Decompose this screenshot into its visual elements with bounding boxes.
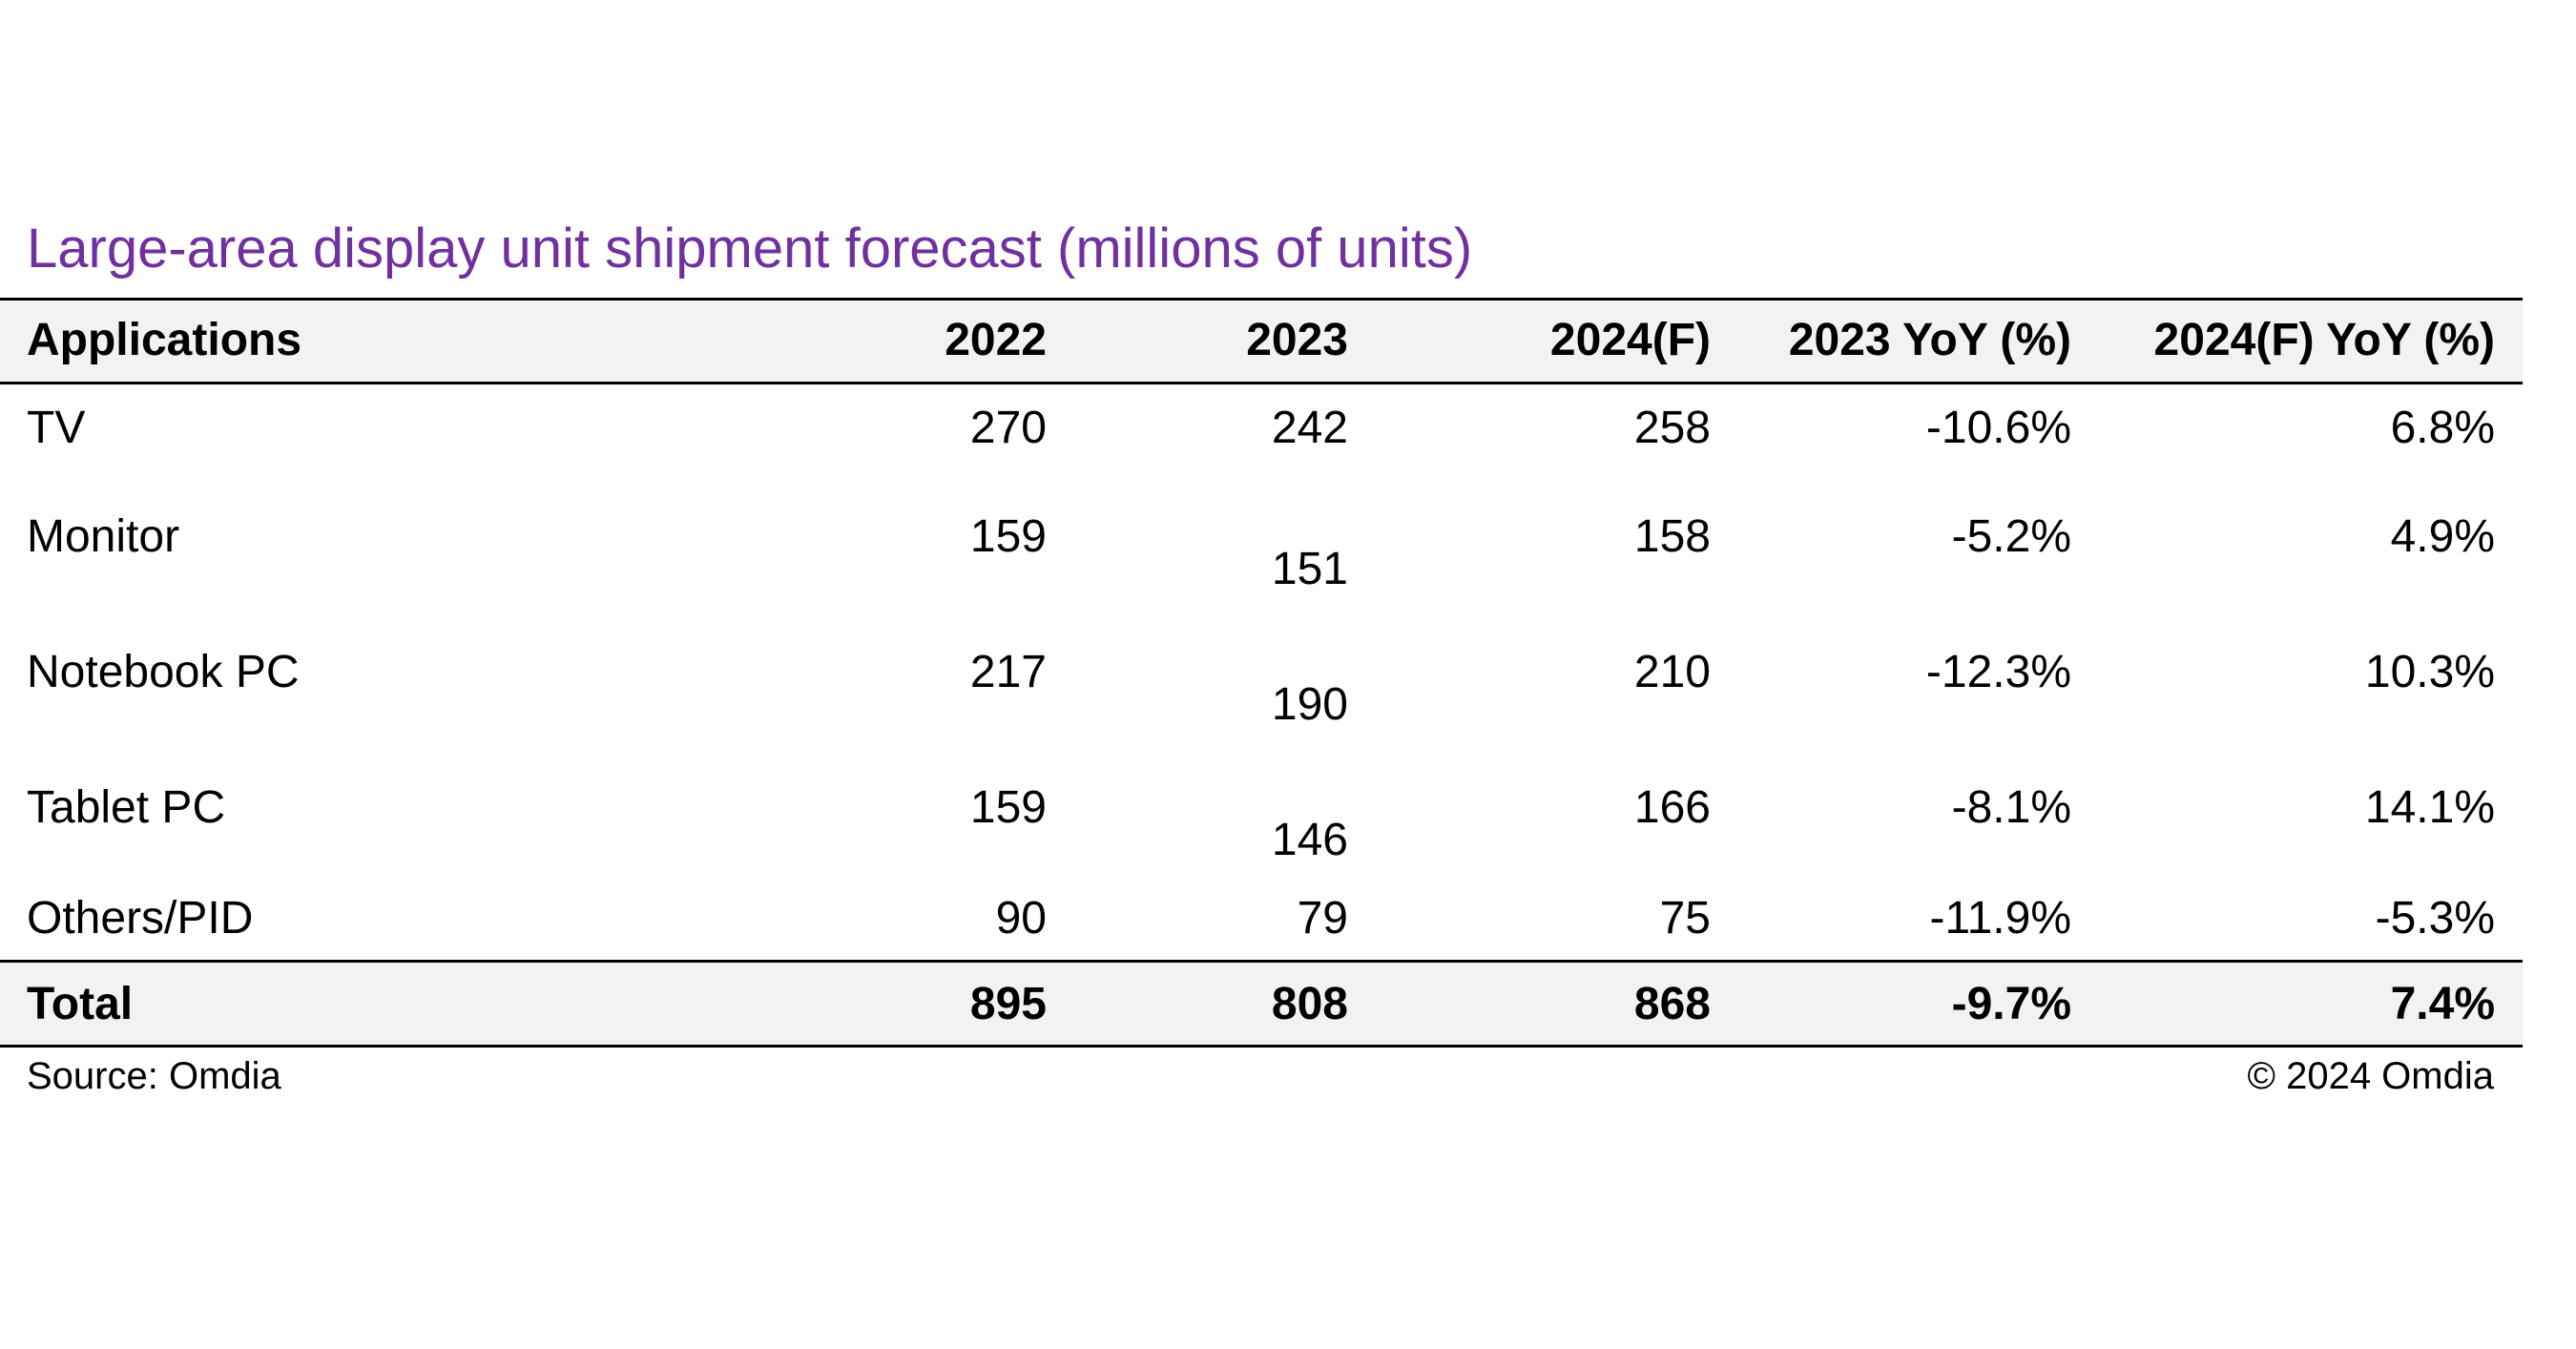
table-cell: 146 xyxy=(1271,815,1348,865)
header-band xyxy=(0,299,2523,383)
table-cell: 2024(F) YoY (%) xyxy=(2153,315,2495,365)
table-cell: 242 xyxy=(1271,403,1348,453)
table-cell: 90 xyxy=(995,893,1047,944)
table-cell: 2023 YoY (%) xyxy=(1788,315,2071,365)
table-cell: Others/PID xyxy=(27,893,254,944)
table-title: Large-area display unit shipment forecas… xyxy=(27,218,1473,280)
table-cell: 10.3% xyxy=(2364,647,2495,697)
table-cell: 4.9% xyxy=(2390,511,2495,562)
table-cell: -9.7% xyxy=(1951,979,2071,1029)
table-cell: TV xyxy=(27,403,86,453)
table-cell: 2023 xyxy=(1246,315,1348,365)
total-band xyxy=(0,961,2523,1046)
table-cell: -11.9% xyxy=(1929,893,2071,944)
table-cell: Tablet PC xyxy=(27,782,226,833)
table-cell: Total xyxy=(27,979,134,1029)
source: Source: Omdia xyxy=(27,1055,281,1097)
table-cell: 159 xyxy=(969,782,1047,833)
table-cell: 190 xyxy=(1271,679,1348,730)
table-cell: 166 xyxy=(1633,782,1711,833)
table-cell: 270 xyxy=(969,403,1047,453)
rule xyxy=(0,298,2523,301)
table-cell: 6.8% xyxy=(2390,403,2495,453)
table-cell: 895 xyxy=(969,979,1047,1029)
rule xyxy=(0,960,2523,963)
table-cell: Applications xyxy=(27,315,302,365)
table-cell: -5.2% xyxy=(1951,511,2071,562)
table-cell: 210 xyxy=(1633,647,1711,697)
table-cell: 868 xyxy=(1633,979,1711,1029)
table-cell: -10.6% xyxy=(1925,403,2071,453)
table-cell: 159 xyxy=(969,511,1047,562)
table-cell: -5.3% xyxy=(2375,893,2495,944)
table-cell: 2024(F) xyxy=(1549,315,1711,365)
rule xyxy=(0,1045,2523,1048)
table-cell: 217 xyxy=(969,647,1047,697)
table-cell: 75 xyxy=(1659,893,1711,944)
rule xyxy=(0,382,2523,384)
table-cell: -12.3% xyxy=(1925,647,2071,697)
copyright: © 2024 Omdia xyxy=(2247,1055,2495,1097)
table-cell: 151 xyxy=(1271,544,1348,594)
table-cell: Notebook PC xyxy=(27,647,300,697)
table-cell: 258 xyxy=(1633,403,1711,453)
table-cell: 808 xyxy=(1271,979,1348,1029)
table-cell: Monitor xyxy=(27,511,180,562)
table-cell: 7.4% xyxy=(2390,979,2495,1029)
table-cell: -8.1% xyxy=(1951,782,2071,833)
table-cell: 14.1% xyxy=(2364,782,2495,833)
table-cell: 158 xyxy=(1633,511,1711,562)
table-cell: 2022 xyxy=(945,315,1047,365)
table-cell: 79 xyxy=(1297,893,1348,944)
